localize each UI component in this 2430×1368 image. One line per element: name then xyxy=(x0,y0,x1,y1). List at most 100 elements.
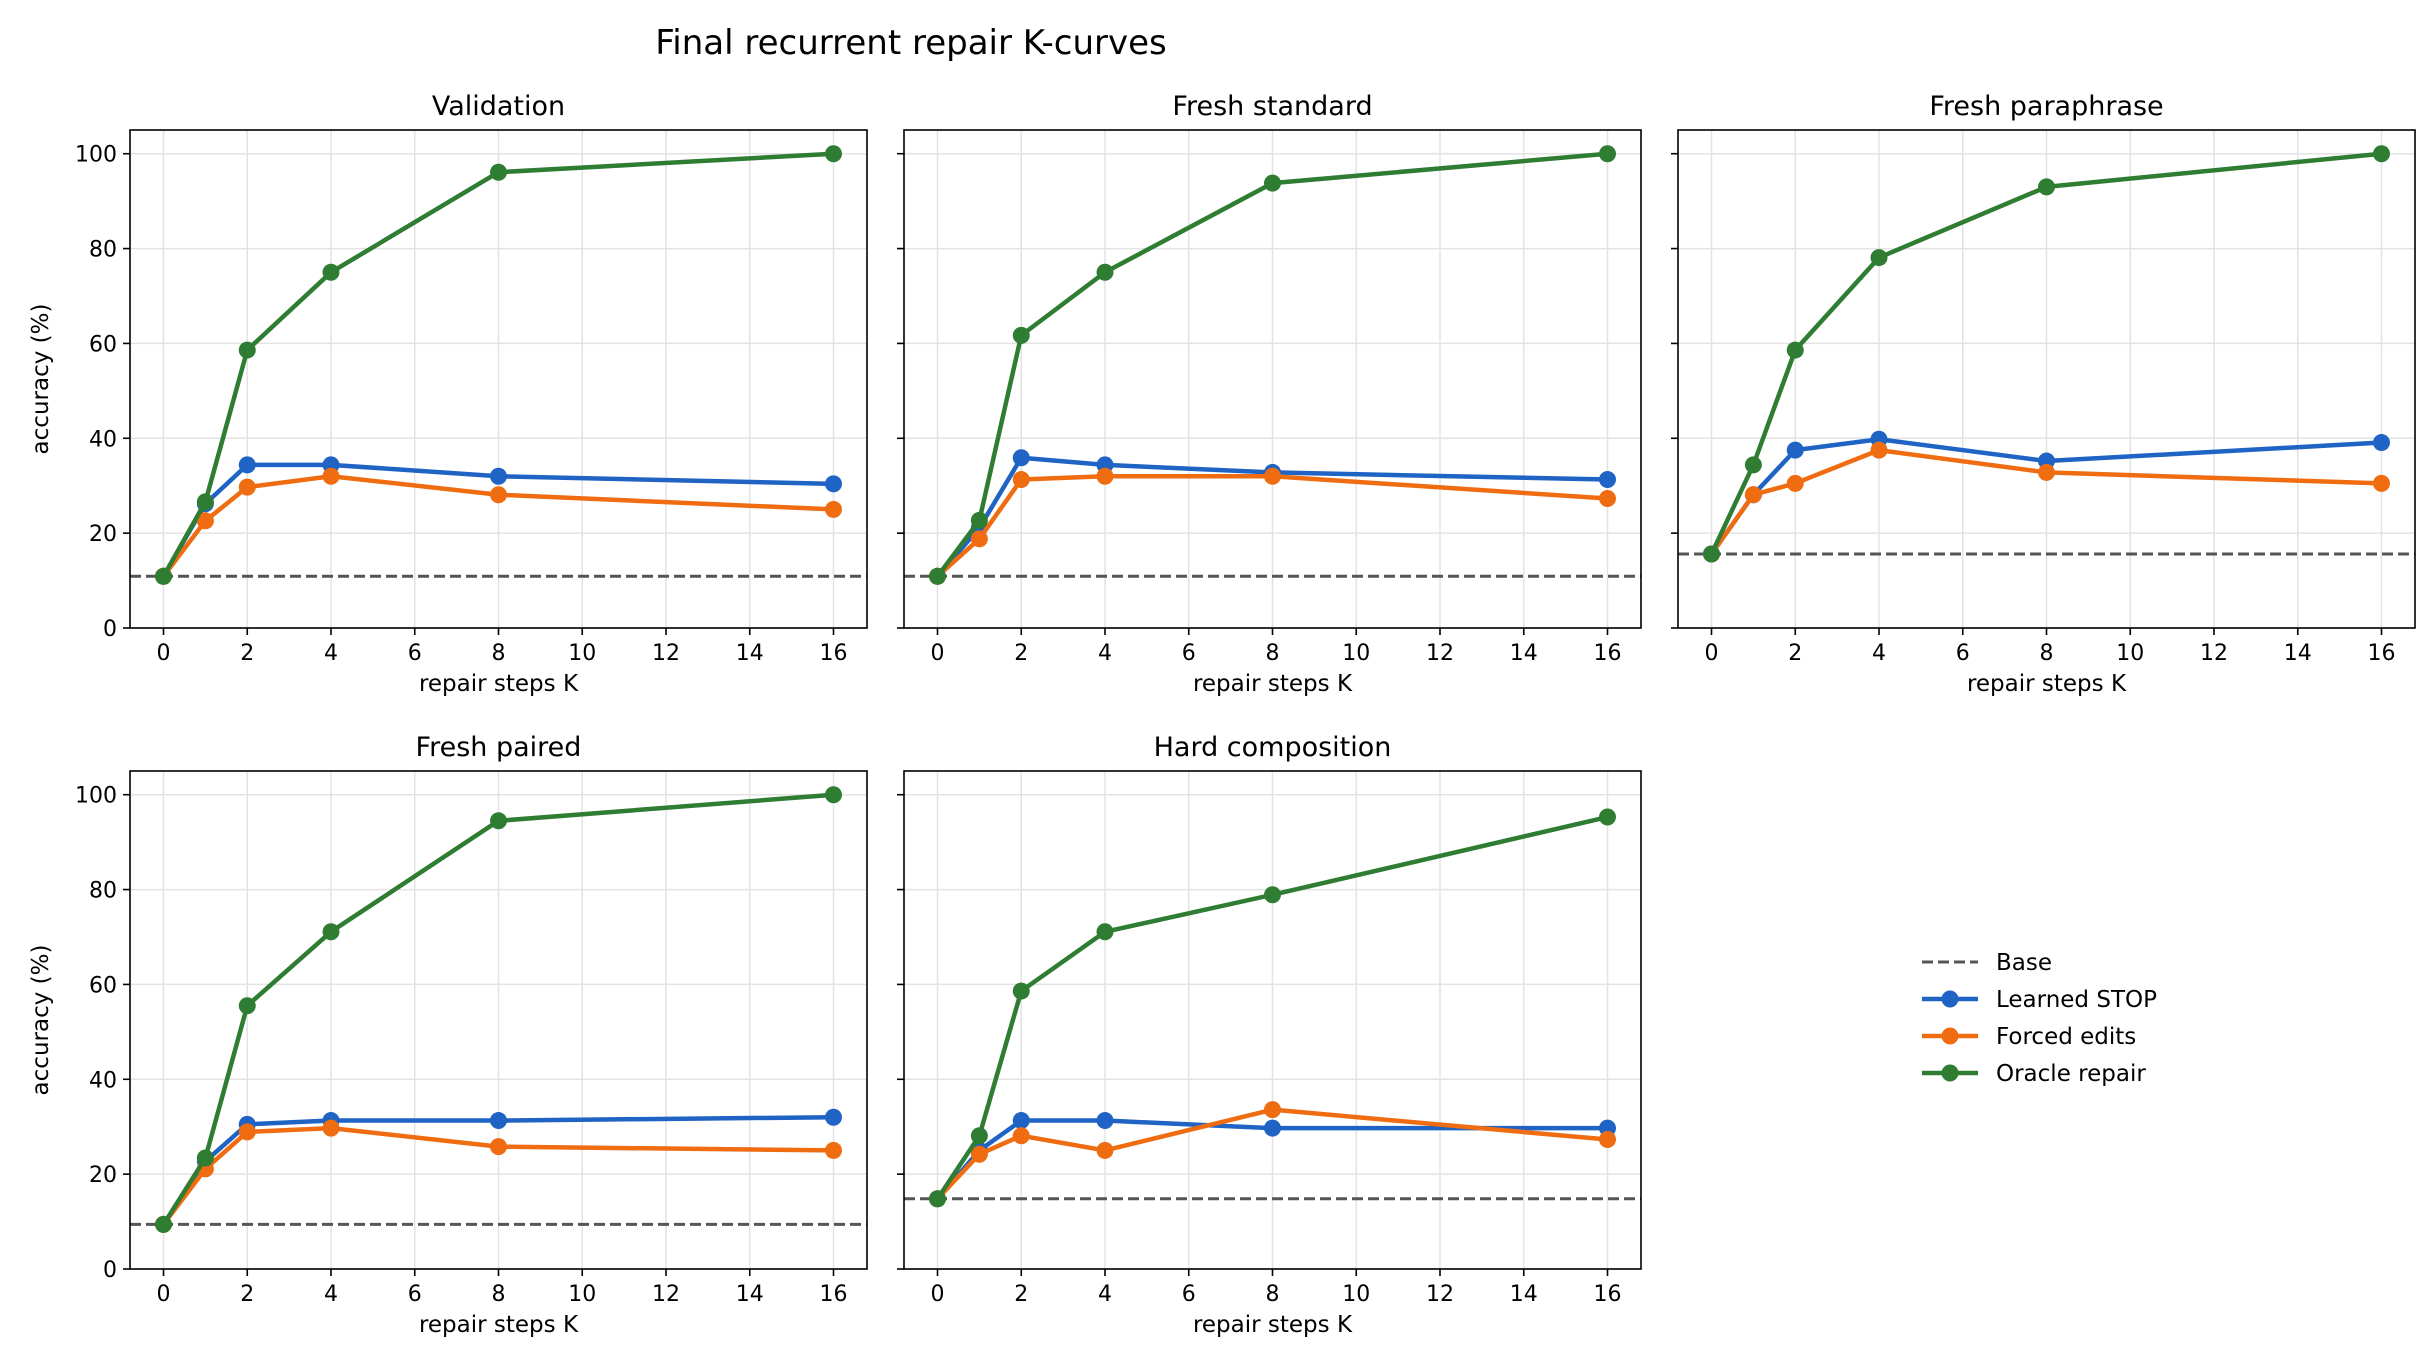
data-point xyxy=(238,478,256,496)
x-tick-label: 16 xyxy=(2368,641,2396,666)
data-point xyxy=(1599,808,1616,826)
x-tick-label: 16 xyxy=(820,641,848,666)
x-tick-label: 16 xyxy=(1594,1282,1622,1307)
x-axis-label: repair steps K xyxy=(419,1312,579,1338)
legend-entry-forced-edits: Forced edits xyxy=(1922,1024,2136,1050)
x-tick-label: 0 xyxy=(157,641,171,666)
data-point xyxy=(490,1112,507,1130)
x-tick-label: 4 xyxy=(1098,641,1112,666)
legend-marker xyxy=(1941,1027,1959,1045)
subplot-title: Fresh standard xyxy=(1172,91,1372,122)
series-oracle-repair xyxy=(929,145,1616,585)
subplot-title: Fresh paired xyxy=(416,732,582,763)
series-oracle-repair xyxy=(929,808,1616,1208)
data-point xyxy=(490,486,507,504)
series-line-forced-edits xyxy=(1709,447,2384,557)
y-tick-label: 60 xyxy=(89,973,117,998)
y-axis: 0 20 40 60 80 100 xyxy=(75,143,130,642)
data-point xyxy=(825,1108,842,1126)
x-tick-label: 2 xyxy=(1014,1282,1028,1307)
x-tick-label: 10 xyxy=(1342,641,1370,666)
x-tick-label: 6 xyxy=(1956,641,1970,666)
legend-entry-oracle-repair: Oracle repair xyxy=(1922,1061,2146,1087)
subplot-fresh-paired: 0 2 4 6 8 10 12 14 16 0 20 40 60 80 100 Fresh paired rep… xyxy=(28,732,868,1338)
figure-title: Final recurrent repair K-curves xyxy=(655,23,1167,63)
data-point xyxy=(2373,434,2390,452)
legend-entry-base: Base xyxy=(1922,950,2052,976)
x-tick-label: 2 xyxy=(240,1282,254,1307)
x-tick-label: 14 xyxy=(2284,641,2312,666)
y-tick-label: 0 xyxy=(103,617,117,642)
y-tick-label: 0 xyxy=(103,1258,117,1283)
x-tick-label: 16 xyxy=(1594,641,1622,666)
series-line-oracle-repair xyxy=(1709,151,2384,557)
y-tick-label: 80 xyxy=(89,238,117,263)
legend-label: Learned STOP xyxy=(1996,987,2157,1013)
data-point xyxy=(155,567,172,585)
data-point xyxy=(1599,471,1616,489)
data-point xyxy=(1703,545,1720,563)
x-tick-label: 4 xyxy=(324,641,338,666)
x-axis-label: repair steps K xyxy=(1193,1312,1353,1338)
series-line-oracle-repair xyxy=(935,814,1610,1202)
legend-entry-learned-stop: Learned STOP xyxy=(1922,987,2157,1013)
x-tick-label: 6 xyxy=(408,641,422,666)
data-point xyxy=(322,1119,340,1137)
x-axis: 0 2 4 6 8 10 12 14 16 xyxy=(157,628,848,666)
data-point xyxy=(2373,145,2390,163)
data-point xyxy=(1264,1101,1281,1119)
x-tick-label: 12 xyxy=(2200,641,2228,666)
y-tick-label: 40 xyxy=(89,427,117,452)
x-tick-label: 14 xyxy=(1510,1282,1538,1307)
x-tick-label: 0 xyxy=(1705,641,1719,666)
y-tick-label: 20 xyxy=(89,1163,117,1188)
y-tick-label: 100 xyxy=(75,784,117,809)
subplot-hard-composition: 0 2 4 6 8 10 12 14 16 Hard composition repair step… xyxy=(897,732,1642,1338)
series-line-oracle-repair xyxy=(935,151,1610,579)
data-point xyxy=(155,1215,172,1233)
x-tick-label: 6 xyxy=(1182,1282,1196,1307)
legend-label: Base xyxy=(1996,950,2052,976)
x-axis-label: repair steps K xyxy=(1967,671,2127,697)
series-line-forced-edits xyxy=(935,473,1610,579)
x-tick-label: 10 xyxy=(568,641,596,666)
x-axis: 0 2 4 6 8 10 12 14 16 xyxy=(931,628,1622,666)
subplot-fresh-paraphrase: 0 2 4 6 8 10 12 14 16 Fresh paraphrase repair step… xyxy=(1671,91,2416,697)
y-axis-label: accuracy (%) xyxy=(28,945,54,1096)
y-tick-label: 80 xyxy=(89,879,117,904)
series-oracle-repair xyxy=(155,145,842,585)
series-line-forced-edits xyxy=(161,1125,836,1227)
legend: Base Learned STOP Forced edits Oracle repai… xyxy=(1922,950,2157,1087)
data-point xyxy=(1096,467,1114,485)
x-tick-label: 12 xyxy=(1426,641,1454,666)
x-axis: 0 2 4 6 8 10 12 14 16 xyxy=(931,1269,1622,1307)
x-tick-label: 12 xyxy=(1426,1282,1454,1307)
legend-label: Forced edits xyxy=(1996,1024,2136,1050)
data-point xyxy=(1096,1112,1114,1130)
series-line-forced-edits xyxy=(935,1107,1610,1202)
y-axis xyxy=(897,152,904,629)
data-point xyxy=(970,1127,988,1145)
data-point xyxy=(1012,326,1030,344)
x-tick-label: 14 xyxy=(736,641,764,666)
x-tick-label: 8 xyxy=(492,1282,506,1307)
y-axis xyxy=(1671,152,1678,629)
series-forced-edits xyxy=(929,1101,1616,1208)
y-axis: 0 20 40 60 80 100 xyxy=(75,784,130,1283)
x-axis-label: repair steps K xyxy=(419,671,579,697)
x-tick-label: 10 xyxy=(2116,641,2144,666)
subplot-title: Validation xyxy=(432,91,565,122)
y-axis-label: accuracy (%) xyxy=(28,304,54,455)
series-oracle-repair xyxy=(1703,145,2390,563)
data-point xyxy=(1786,441,1804,459)
data-point xyxy=(825,786,842,804)
data-point xyxy=(970,511,988,529)
subplot-fresh-standard: 0 2 4 6 8 10 12 14 16 Fresh standard repair steps … xyxy=(897,91,1642,697)
y-tick-label: 60 xyxy=(89,332,117,357)
data-point xyxy=(196,493,214,511)
x-axis: 0 2 4 6 8 10 12 14 16 xyxy=(157,1269,848,1307)
data-point xyxy=(1012,449,1030,467)
x-tick-label: 2 xyxy=(1788,641,1802,666)
data-point xyxy=(2038,178,2055,196)
